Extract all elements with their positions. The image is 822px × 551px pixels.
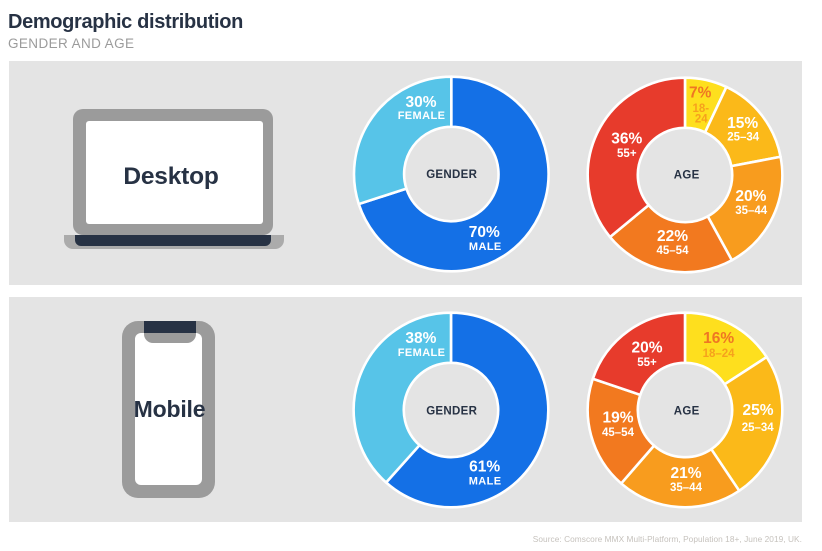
svg-text:30%: 30% (405, 94, 436, 111)
svg-text:21%: 21% (670, 465, 701, 482)
svg-text:19%: 19% (602, 410, 633, 427)
svg-text:20%: 20% (631, 340, 662, 357)
svg-text:18–24: 18–24 (703, 348, 736, 360)
svg-text:25–34: 25–34 (727, 132, 760, 144)
svg-text:22%: 22% (657, 228, 688, 245)
svg-text:61%: 61% (469, 459, 500, 476)
svg-text:55+: 55+ (637, 357, 657, 369)
svg-text:45–54: 45–54 (657, 245, 690, 257)
svg-text:45–54: 45–54 (602, 427, 635, 439)
svg-text:GENDER: GENDER (426, 405, 477, 417)
svg-text:25–34: 25–34 (742, 422, 775, 434)
svg-text:AGE: AGE (674, 406, 700, 418)
svg-text:FEMALE: FEMALE (398, 110, 446, 122)
svg-text:18-: 18- (692, 103, 709, 115)
svg-text:36%: 36% (611, 131, 642, 148)
svg-text:AGE: AGE (674, 170, 700, 182)
svg-text:70%: 70% (469, 224, 500, 241)
svg-text:24: 24 (695, 113, 708, 125)
svg-text:FEMALE: FEMALE (398, 347, 446, 359)
svg-text:55+: 55+ (617, 148, 637, 160)
svg-text:20%: 20% (735, 188, 766, 205)
svg-text:25%: 25% (742, 402, 773, 419)
svg-text:MALE: MALE (469, 475, 502, 487)
svg-text:16%: 16% (703, 330, 734, 347)
svg-text:MALE: MALE (469, 241, 502, 253)
svg-text:35–44: 35–44 (670, 482, 703, 494)
svg-text:35–44: 35–44 (735, 205, 768, 217)
svg-text:38%: 38% (405, 330, 436, 347)
svg-text:15%: 15% (727, 115, 758, 132)
svg-text:GENDER: GENDER (426, 169, 477, 181)
svg-text:7%: 7% (689, 85, 712, 102)
